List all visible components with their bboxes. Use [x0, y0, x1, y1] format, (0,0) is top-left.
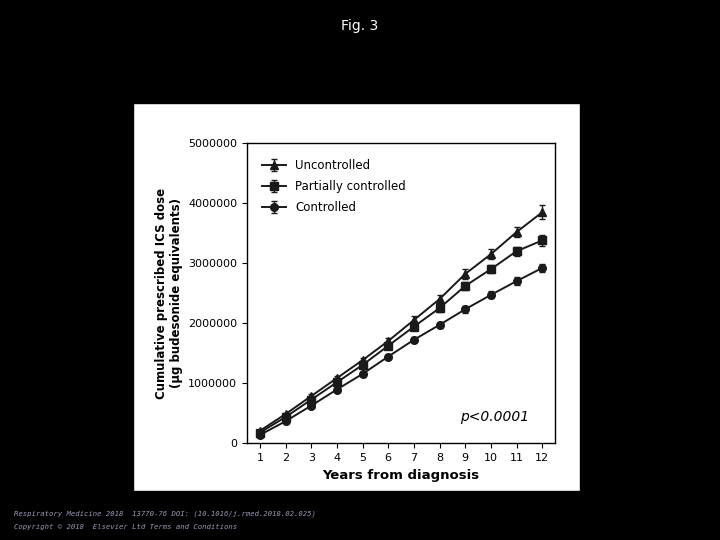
Text: Fig. 3: Fig. 3: [341, 19, 379, 33]
Text: p<0.0001: p<0.0001: [460, 410, 529, 424]
Legend: Uncontrolled, Partially controlled, Controlled: Uncontrolled, Partially controlled, Cont…: [256, 153, 412, 220]
X-axis label: Years from diagnosis: Years from diagnosis: [323, 469, 480, 482]
Text: Respiratory Medicine 2018  13770-76 DOI: (10.1016/j.rmed.2018.02.025): Respiratory Medicine 2018 13770-76 DOI: …: [14, 511, 316, 517]
Text: Copyright © 2018  Elsevier Ltd Terms and Conditions: Copyright © 2018 Elsevier Ltd Terms and …: [14, 524, 238, 530]
Y-axis label: Cumulative prescribed ICS dose
(μg budesonide equivalents): Cumulative prescribed ICS dose (μg budes…: [155, 187, 183, 399]
